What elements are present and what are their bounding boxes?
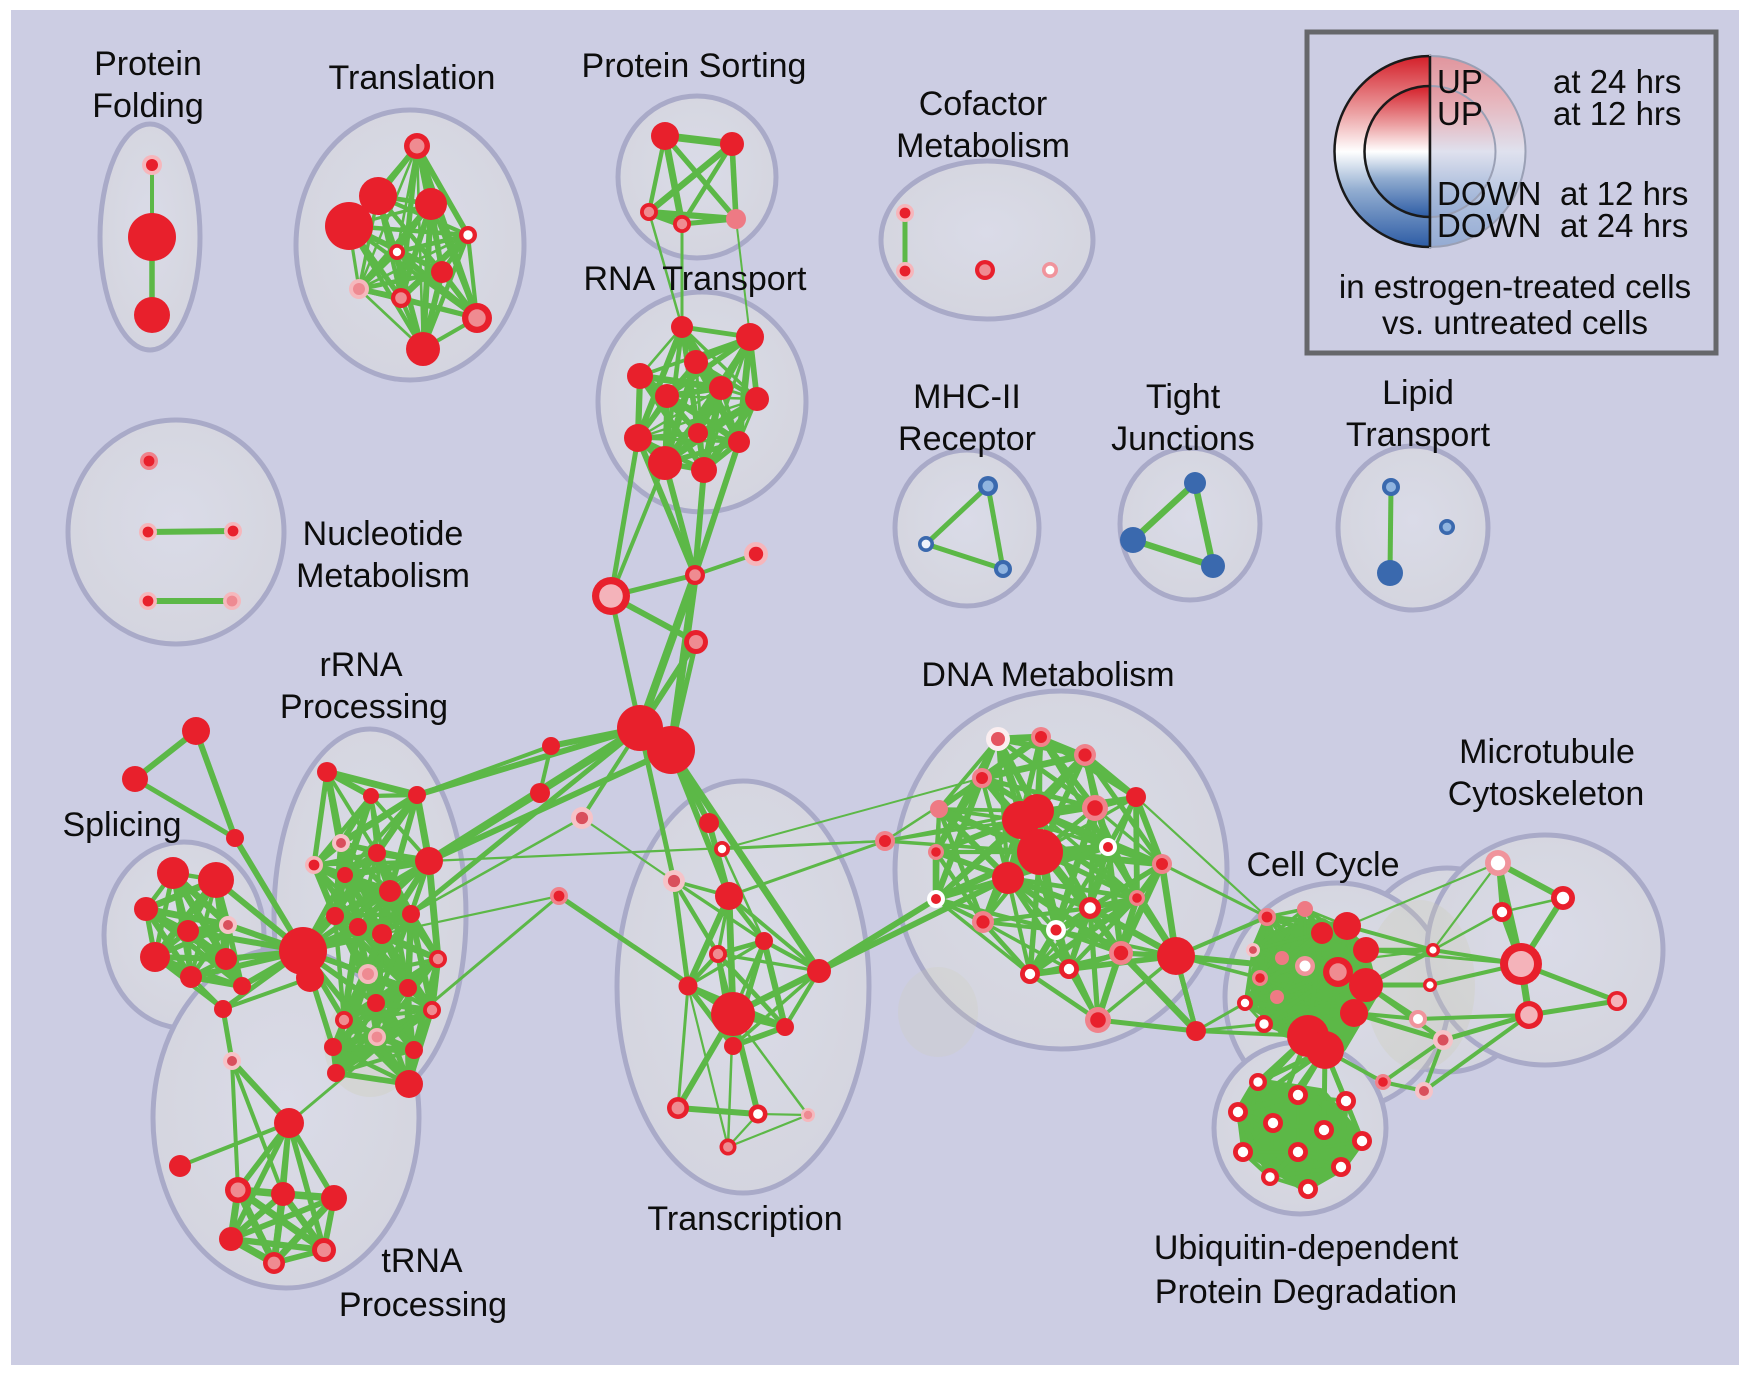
svg-text:Cytoskeleton: Cytoskeleton [1448,775,1645,813]
svg-text:Metabolism: Metabolism [296,557,470,595]
svg-text:Ubiquitin-dependent: Ubiquitin-dependent [1154,1229,1459,1267]
svg-text:Transport: Transport [1346,416,1491,454]
svg-text:Processing: Processing [280,688,448,726]
svg-text:Protein Sorting: Protein Sorting [582,47,807,85]
svg-text:MHC-II: MHC-II [913,378,1021,416]
svg-text:Translation: Translation [329,59,496,97]
svg-text:Metabolism: Metabolism [896,127,1070,165]
svg-text:Receptor: Receptor [898,420,1036,458]
svg-text:Cell Cycle: Cell Cycle [1246,846,1399,884]
svg-text:DOWN: DOWN [1437,175,1541,212]
svg-text:DOWN: DOWN [1437,207,1541,244]
svg-text:Lipid: Lipid [1382,374,1454,412]
svg-text:Processing: Processing [339,1286,507,1324]
svg-text:DNA Metabolism: DNA Metabolism [921,656,1174,694]
svg-text:vs. untreated cells: vs. untreated cells [1382,304,1648,341]
svg-text:at 24 hrs: at 24 hrs [1553,63,1681,100]
svg-text:Nucleotide: Nucleotide [303,515,464,553]
svg-text:Protein: Protein [94,45,202,83]
svg-text:at 24 hrs: at 24 hrs [1560,207,1688,244]
svg-text:Splicing: Splicing [62,806,181,844]
svg-text:in estrogen-treated cells: in estrogen-treated cells [1339,268,1691,305]
svg-text:Transcription: Transcription [647,1200,842,1238]
svg-text:Protein Degradation: Protein Degradation [1155,1273,1457,1311]
svg-text:rRNA: rRNA [319,646,402,684]
svg-text:Folding: Folding [92,87,204,125]
svg-text:Tight: Tight [1146,378,1221,416]
svg-text:tRNA: tRNA [381,1242,463,1280]
svg-text:RNA Transport: RNA Transport [584,260,808,298]
svg-text:at 12 hrs: at 12 hrs [1560,175,1688,212]
svg-text:UP: UP [1437,63,1483,100]
svg-text:Junctions: Junctions [1111,420,1255,458]
svg-text:UP: UP [1437,95,1483,132]
svg-text:at 12 hrs: at 12 hrs [1553,95,1681,132]
svg-text:Microtubule: Microtubule [1459,733,1635,771]
svg-text:Cofactor: Cofactor [919,85,1048,123]
